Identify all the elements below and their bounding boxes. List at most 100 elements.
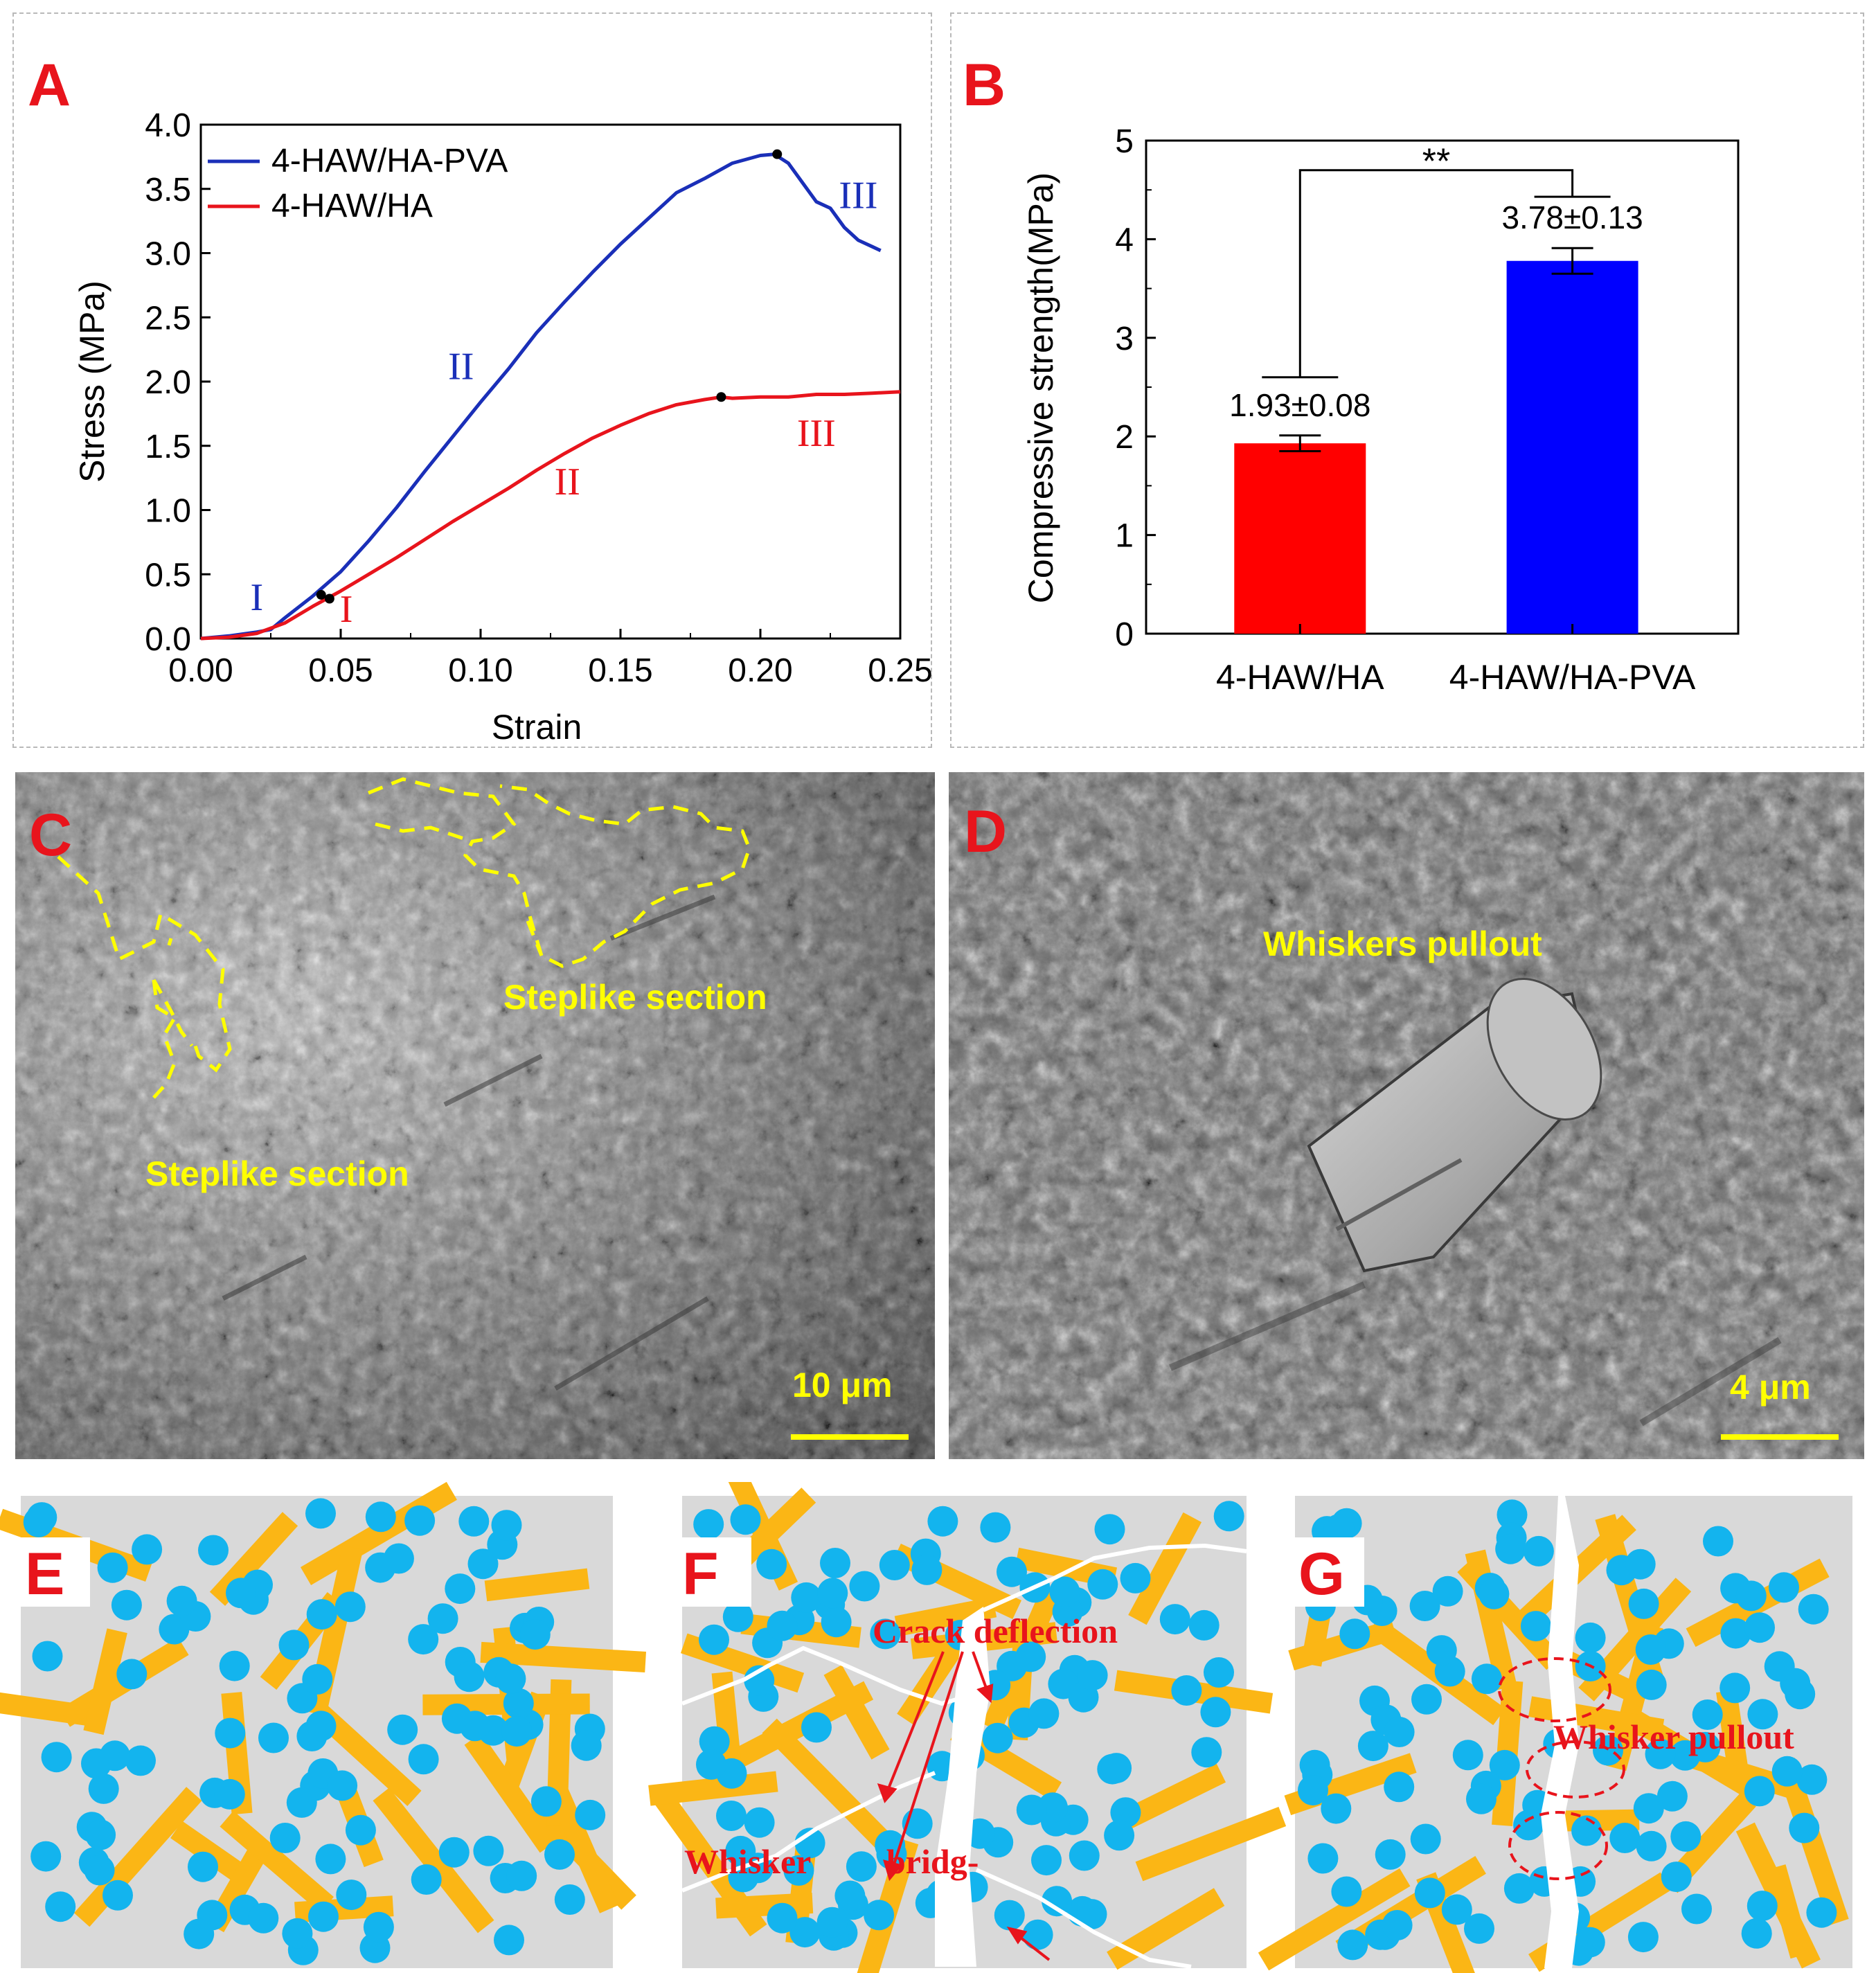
ha-particle — [789, 1917, 821, 1948]
ha-particle — [302, 1663, 333, 1695]
panel-b-bar-chart: B 0 1 2 3 4 5 4-HAW/HA 1.93±0.08 4-HAW/HA-PVA 3.… — [963, 52, 1740, 697]
ha-particle — [816, 1907, 848, 1938]
ha-particle — [345, 1814, 376, 1846]
stage-annotation: II — [555, 461, 580, 503]
panel-c-label: C — [29, 802, 72, 868]
y-tick-label: 0 — [1115, 616, 1134, 653]
whisker-rod — [1135, 1807, 1287, 1882]
ha-particle — [458, 1506, 490, 1537]
ha-particle — [411, 1864, 442, 1895]
ha-particle — [219, 1650, 250, 1681]
ha-particle — [88, 1773, 119, 1804]
ha-particle — [1692, 1699, 1723, 1730]
ha-particle — [1466, 1783, 1497, 1814]
ha-particle — [1069, 1840, 1100, 1871]
sem-d-whisker-traces — [1169, 1281, 1782, 1427]
ha-particle — [84, 1855, 115, 1886]
legend-label-ha: 4-HAW/HA — [271, 188, 433, 224]
ha-particle — [166, 1585, 197, 1616]
sem-c-scale-text: 10 μm — [792, 1366, 893, 1404]
ha-particle — [1720, 1618, 1751, 1649]
ha-particle — [1735, 1580, 1767, 1612]
x-tick-label: 0.20 — [728, 652, 792, 689]
ha-particle — [1331, 1876, 1362, 1907]
ha-particle — [699, 1726, 730, 1757]
ha-particle — [744, 1807, 775, 1838]
ha-particle — [1744, 1776, 1775, 1807]
y-tick-label: 2 — [1115, 419, 1134, 456]
ha-particle — [1031, 1845, 1062, 1876]
ha-particle — [1523, 1535, 1554, 1566]
ha-particle — [454, 1661, 485, 1693]
ha-particle — [870, 1618, 901, 1650]
schematic-g-label-pullout: Whisker pullout — [1553, 1717, 1794, 1756]
ha-particle — [1357, 1731, 1388, 1762]
ha-particle — [716, 1801, 747, 1831]
ha-particle — [441, 1703, 472, 1734]
ha-particle — [994, 1900, 1025, 1931]
ha-particle — [1339, 1618, 1370, 1650]
ha-particle — [215, 1717, 246, 1749]
ha-particle — [1645, 1738, 1676, 1769]
schematic-f-crack — [935, 1607, 990, 1967]
ha-particle — [1382, 1910, 1413, 1940]
ha-particle — [980, 1512, 1011, 1543]
ha-particle — [1771, 1756, 1803, 1787]
ha-particle — [132, 1534, 163, 1565]
panel-f-label: F — [682, 1541, 719, 1607]
y-tick-label: 3 — [1115, 321, 1134, 357]
ha-particle — [336, 1880, 367, 1911]
ha-particle — [1411, 1684, 1442, 1715]
panel-b-frame — [950, 12, 1864, 748]
ha-particle — [445, 1573, 476, 1605]
panel-c-label-wrap: C — [29, 800, 112, 873]
ha-particle — [45, 1891, 76, 1922]
ha-particle — [1471, 1663, 1502, 1695]
ha-particle — [1575, 1622, 1606, 1653]
sem-c-dashed-outlines — [57, 777, 751, 1099]
series-line-pva — [200, 152, 882, 641]
ha-particle — [506, 1860, 537, 1891]
whisker-rod — [762, 1718, 897, 1855]
ha-particle — [258, 1722, 289, 1753]
whisker-rod — [545, 1779, 619, 1913]
ha-particle — [1656, 1780, 1688, 1812]
schematic-g-pullout-circles — [1498, 1657, 1625, 1880]
significance-bracket — [1262, 169, 1611, 379]
y-tick-label: 1.5 — [145, 429, 191, 465]
bar-ha — [1234, 443, 1366, 634]
schematic-f-label-crack-deflection: Crack deflection — [873, 1612, 1118, 1650]
ha-particle — [308, 1901, 339, 1932]
ha-particle — [1636, 1669, 1667, 1700]
y-tick-label: 1 — [1115, 518, 1134, 555]
ha-particle — [198, 1535, 229, 1566]
ha-particle — [722, 1601, 753, 1632]
ha-particle — [767, 1610, 798, 1641]
ha-particle — [427, 1603, 458, 1634]
ha-particle — [97, 1552, 128, 1583]
ha-particle — [1489, 1749, 1520, 1780]
ha-particle — [1497, 1499, 1528, 1530]
ha-particle — [1769, 1572, 1799, 1603]
y-tick-label: 3.0 — [145, 236, 191, 273]
ha-particle — [226, 1578, 256, 1609]
ha-particle — [315, 1843, 346, 1875]
ha-particle — [1042, 1886, 1073, 1917]
ha-particle — [1670, 1821, 1701, 1852]
ha-particle — [1593, 1735, 1623, 1766]
ha-particle — [1213, 1501, 1244, 1532]
x-tick-label: 0.25 — [868, 652, 932, 689]
sem-texture-c — [15, 772, 935, 1459]
ha-particle — [1384, 1717, 1415, 1747]
ha-particle — [575, 1799, 606, 1830]
ha-particle — [1513, 1810, 1544, 1841]
panel-g-label: G — [1298, 1541, 1345, 1607]
value-label: 1.93±0.08 — [1229, 387, 1370, 423]
category-label: 4-HAW/HA-PVA — [1449, 658, 1696, 697]
ha-particle — [1747, 1891, 1778, 1922]
series-line-ha — [200, 390, 901, 641]
ha-particle — [365, 1501, 396, 1533]
y-tick-label: 0.0 — [145, 621, 191, 658]
ha-particle — [1741, 1918, 1772, 1949]
ha-particle — [495, 1663, 526, 1695]
